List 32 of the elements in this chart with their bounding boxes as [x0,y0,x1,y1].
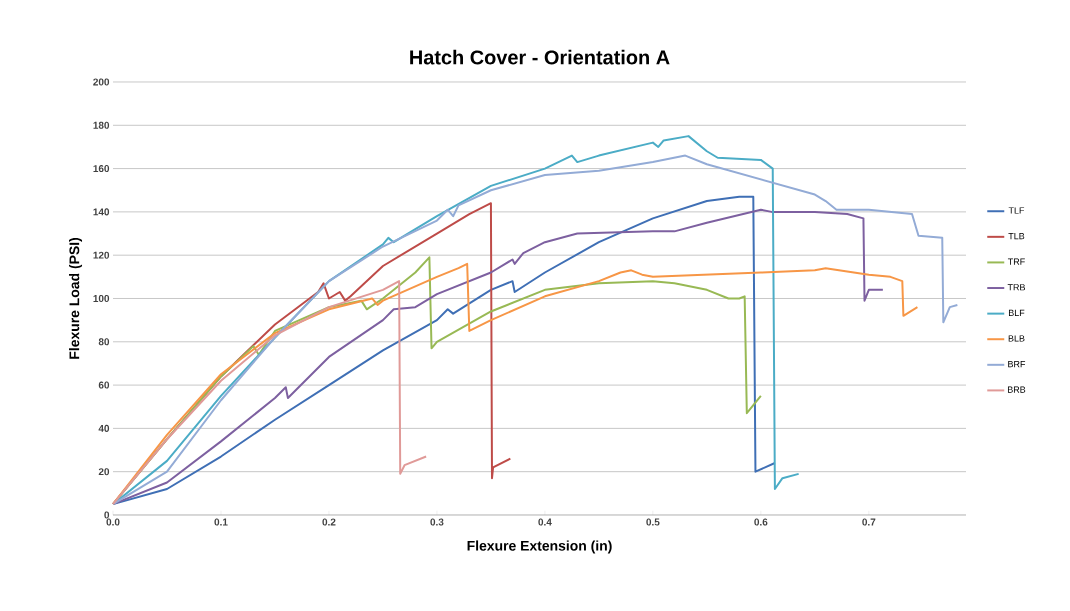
legend-label: TLB [1008,233,1025,240]
y-axis-title: Flexure Load (PSI) [69,237,83,359]
line-series [112,208,884,506]
y-tick-label: 80 [98,338,110,346]
y-tick-label: 120 [93,251,110,259]
x-tick-label: 0.5 [646,518,660,526]
y-tick-label: 140 [93,208,110,216]
x-tick-label: 0.4 [538,518,552,526]
x-tick-label: 0.1 [214,518,228,526]
chart-title: Hatch Cover - Orientation A [410,49,670,65]
legend-label: BLF [1008,309,1025,316]
y-tick-label: 100 [93,294,110,303]
y-tick-label: 40 [98,424,110,432]
legend-label: BRF [1008,360,1026,368]
line-series [112,280,428,506]
y-tick-label: 60 [98,381,110,389]
legend-label: TRF [1007,258,1025,265]
legend-label: TLF [1008,207,1025,214]
x-tick-label: 0.2 [322,518,336,526]
y-tick-label: 200 [93,78,110,86]
x-tick-label: 0.0 [106,518,120,526]
y-tick-label: 0 [104,511,110,519]
x-tick-label: 0.3 [430,518,444,526]
legend-label: TRB [1007,284,1025,291]
y-tick-label: 160 [93,165,110,173]
y-tick-label: 180 [93,121,110,129]
legend-label: BLB [1008,335,1025,342]
x-tick-label: 0.7 [862,518,876,526]
legend-label: BRB [1007,386,1026,393]
x-axis-title: Flexure Extension (in) [467,540,612,554]
x-tick-label: 0.6 [754,518,768,526]
y-tick-label: 20 [98,468,110,476]
